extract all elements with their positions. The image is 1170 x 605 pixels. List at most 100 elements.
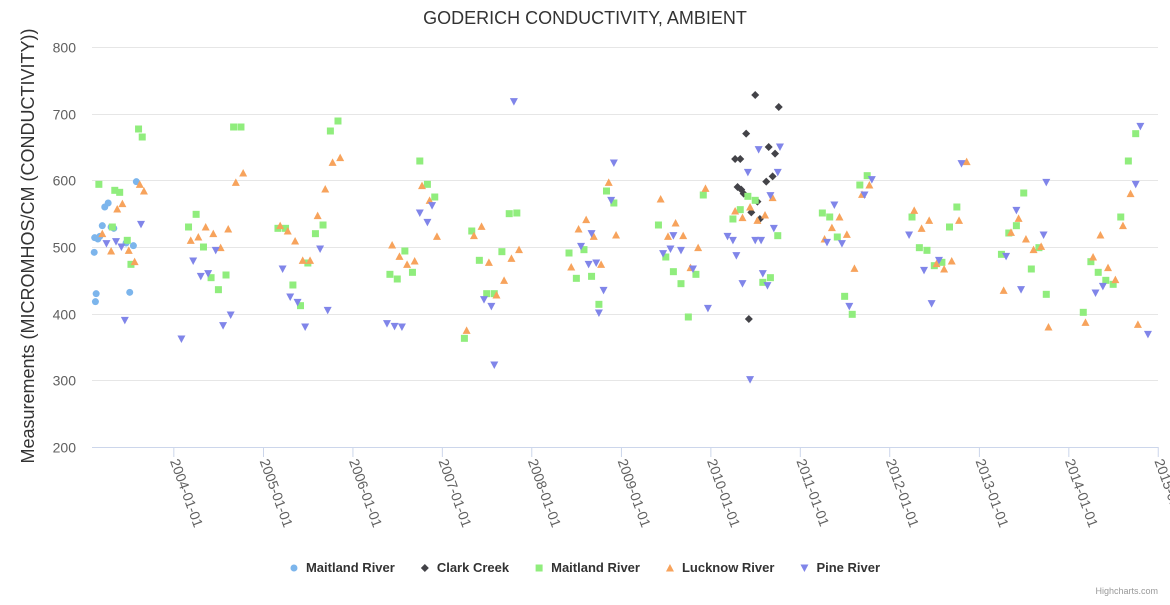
data-point	[505, 210, 513, 218]
data-point	[692, 270, 700, 278]
data-point	[762, 177, 771, 186]
data-point	[286, 293, 295, 301]
legend-label: Maitland River	[551, 560, 640, 575]
data-point	[291, 237, 300, 245]
data-point	[216, 243, 225, 252]
data-point	[418, 181, 427, 190]
data-point	[920, 266, 929, 275]
data-point	[408, 268, 416, 276]
data-point	[751, 196, 759, 204]
data-point	[604, 178, 613, 186]
data-point	[118, 199, 127, 208]
data-point	[403, 260, 412, 268]
data-point	[135, 180, 144, 188]
data-point	[850, 264, 859, 272]
data-point	[428, 202, 437, 210]
data-point	[1102, 276, 1110, 284]
data-point	[845, 302, 854, 311]
data-point	[410, 257, 419, 265]
data-point	[603, 187, 611, 195]
data-point	[189, 257, 198, 265]
data-point	[1029, 245, 1038, 254]
x-tick-label: 2014-01-01	[1062, 457, 1102, 530]
data-point	[1027, 265, 1035, 273]
data-point	[841, 292, 849, 300]
data-point	[1131, 180, 1140, 189]
data-point	[1021, 235, 1030, 243]
data-point	[126, 288, 134, 296]
data-point	[744, 315, 753, 323]
data-point	[390, 322, 399, 331]
data-point	[111, 186, 119, 194]
data-point	[420, 564, 429, 572]
x-tick-label: 2009-01-01	[615, 457, 655, 530]
data-point	[462, 326, 471, 334]
data-point	[1132, 130, 1140, 138]
data-point	[587, 230, 596, 238]
data-point	[107, 247, 116, 255]
data-point	[490, 290, 498, 298]
data-point	[768, 172, 777, 181]
data-point	[917, 224, 926, 232]
data-point	[112, 238, 121, 246]
data-point	[751, 236, 760, 245]
data-point	[207, 274, 215, 282]
data-point	[666, 245, 675, 253]
data-point	[393, 275, 401, 283]
data-point	[947, 257, 956, 265]
data-point	[826, 213, 834, 221]
data-point	[774, 232, 782, 240]
data-point	[771, 149, 780, 158]
data-point	[492, 291, 501, 299]
data-point	[1017, 286, 1026, 294]
data-point	[679, 231, 688, 240]
data-point	[1098, 282, 1107, 291]
data-point	[487, 302, 496, 311]
y-axis-title: Measurements (MICROMHOS/CM (CONDUCTIVITY…	[18, 28, 38, 463]
data-point	[671, 219, 680, 227]
credit-link[interactable]: Highcharts.com	[1095, 586, 1158, 596]
data-point	[580, 246, 588, 254]
data-point	[1014, 214, 1023, 222]
data-point	[764, 143, 773, 151]
data-point	[1042, 178, 1051, 187]
data-point	[1133, 320, 1142, 328]
data-point	[955, 216, 964, 224]
data-point	[1136, 122, 1145, 131]
legend-item[interactable]: Lucknow River	[665, 560, 774, 575]
x-tick-label: 2010-01-01	[704, 457, 744, 530]
x-tick-label: 2008-01-01	[525, 457, 565, 530]
data-point	[863, 172, 871, 180]
data-point	[860, 191, 869, 199]
data-point	[938, 258, 946, 266]
data-point	[1109, 280, 1117, 288]
data-point	[723, 232, 732, 241]
data-point	[757, 236, 766, 245]
data-point	[194, 233, 203, 241]
data-point	[211, 246, 220, 255]
legend-item[interactable]: Maitland River	[290, 560, 395, 575]
legend-item[interactable]: Maitland River	[535, 560, 640, 575]
legend-item[interactable]: Pine River	[800, 560, 880, 575]
data-point	[196, 272, 205, 281]
legend-item[interactable]: Clark Creek	[420, 560, 510, 575]
x-tick-label: 2007-01-01	[436, 457, 476, 530]
data-point	[113, 205, 122, 213]
data-point	[842, 230, 851, 238]
data-point	[382, 320, 391, 328]
grid-lines	[92, 47, 1159, 457]
data-point	[577, 242, 586, 251]
data-point	[214, 286, 222, 294]
data-point	[1111, 275, 1120, 284]
x-tick-label: 2011-01-01	[793, 457, 832, 529]
data-point	[572, 274, 580, 282]
data-point	[574, 225, 583, 233]
y-axis-tick-labels: 200 300 400 500 600 700 800	[53, 40, 77, 456]
legend[interactable]: Maitland River Clark Creek Maitland River L…	[290, 560, 880, 575]
data-point	[1079, 308, 1087, 316]
data-point	[1117, 213, 1125, 221]
data-point	[738, 280, 747, 288]
data-point	[759, 278, 767, 286]
data-point	[116, 188, 124, 196]
data-point	[201, 223, 210, 231]
